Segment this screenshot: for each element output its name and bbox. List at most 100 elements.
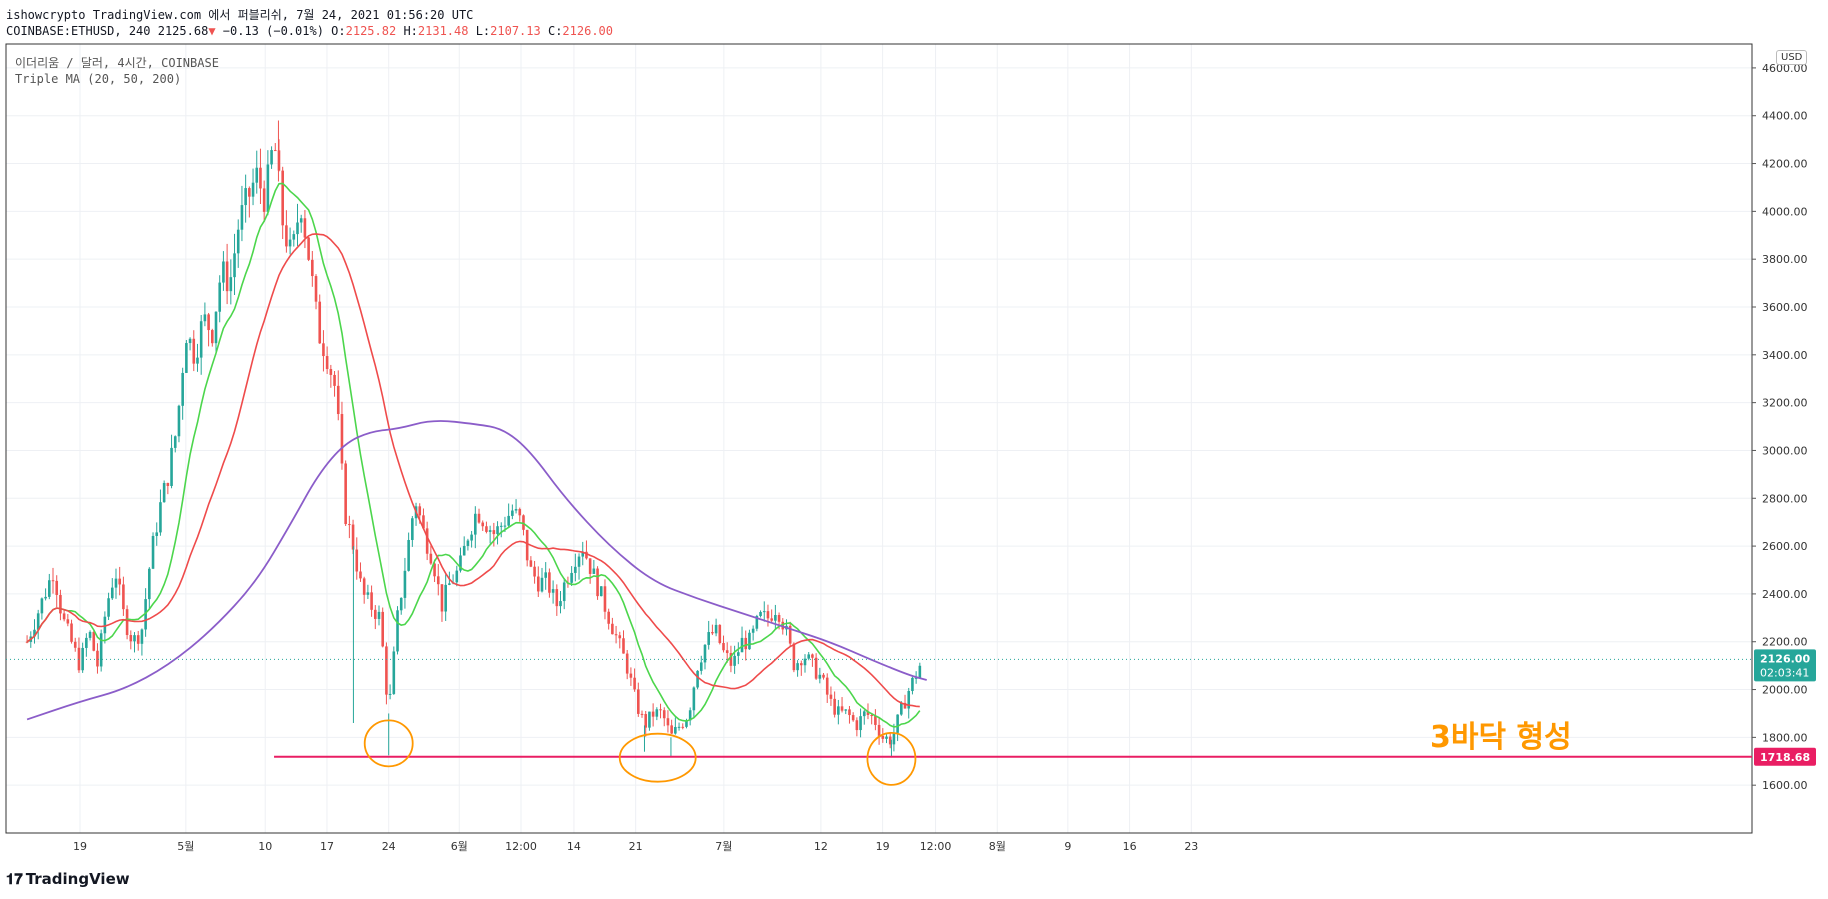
candle-body bbox=[607, 611, 610, 624]
axis-ticks: 4600.00 4400.00 4200.00 4000.00 3800.00 3600.… bbox=[73, 62, 1808, 853]
candle-body bbox=[633, 677, 636, 690]
candle-body bbox=[877, 724, 881, 736]
candle-body bbox=[429, 553, 433, 564]
candle-body bbox=[270, 150, 273, 165]
candle-body bbox=[244, 188, 247, 206]
price-tick-label: 1600.00 bbox=[1762, 779, 1808, 792]
candle-body bbox=[411, 518, 414, 540]
candle-body bbox=[762, 611, 766, 613]
candle-body bbox=[681, 726, 685, 728]
support-price-value: 1718.68 bbox=[1760, 751, 1810, 764]
price-tick-label: 3200.00 bbox=[1762, 397, 1808, 410]
candle-body bbox=[70, 623, 73, 642]
candle-body bbox=[425, 528, 429, 554]
candle-body bbox=[348, 524, 351, 526]
candle-body bbox=[618, 635, 622, 639]
candle-body bbox=[251, 182, 255, 197]
indicator-legend[interactable]: Triple MA (20, 50, 200) bbox=[15, 72, 182, 86]
candle-body bbox=[240, 205, 244, 230]
candle-body bbox=[588, 558, 592, 574]
candle-body bbox=[888, 736, 892, 745]
candle-body bbox=[833, 698, 836, 715]
price-tick-label: 2600.00 bbox=[1762, 540, 1808, 553]
candle-body bbox=[629, 673, 633, 678]
time-tick-label: 17 bbox=[320, 840, 334, 853]
candle-body bbox=[851, 715, 855, 721]
candle-body bbox=[107, 598, 110, 617]
candle-body bbox=[644, 714, 648, 728]
candle-body bbox=[518, 509, 522, 516]
candle-body bbox=[848, 709, 851, 716]
candle-body bbox=[266, 164, 270, 212]
candle-body bbox=[314, 276, 318, 302]
candle-body bbox=[792, 643, 796, 671]
time-tick-label: 12 bbox=[814, 840, 828, 853]
candle-body bbox=[62, 613, 66, 620]
candle-body bbox=[740, 637, 744, 653]
candle-body bbox=[88, 631, 92, 638]
candle-body bbox=[44, 596, 47, 599]
candle-body bbox=[562, 582, 566, 602]
candle-body bbox=[511, 510, 514, 516]
candle-body bbox=[840, 706, 844, 711]
candle-body bbox=[311, 259, 314, 277]
candle-body bbox=[900, 702, 903, 715]
candle-body bbox=[151, 535, 155, 569]
time-tick-label: 21 bbox=[629, 840, 643, 853]
last-price-value: 2126.00 bbox=[1760, 652, 1810, 665]
candle-body bbox=[255, 167, 259, 183]
candle-body bbox=[662, 710, 666, 719]
candle-body bbox=[333, 374, 336, 386]
candle-body bbox=[166, 482, 170, 486]
candle-body bbox=[477, 513, 481, 523]
candle-body bbox=[829, 694, 833, 699]
candle-body bbox=[359, 571, 362, 579]
price-tick-label: 2200.00 bbox=[1762, 636, 1808, 649]
candle-body bbox=[440, 584, 444, 612]
price-tick-label: 2400.00 bbox=[1762, 588, 1808, 601]
candle-body bbox=[110, 587, 114, 599]
candle-body bbox=[36, 613, 40, 630]
candle-body bbox=[744, 637, 748, 650]
candle-body bbox=[885, 736, 888, 739]
candle-body bbox=[688, 710, 692, 721]
candle-body bbox=[214, 311, 218, 344]
candle-body bbox=[844, 709, 848, 711]
price-tick-label: 4400.00 bbox=[1762, 110, 1808, 123]
candle-body bbox=[659, 709, 662, 711]
candle-body bbox=[803, 658, 807, 666]
candle-body bbox=[699, 662, 703, 671]
last-price-badge bbox=[1754, 649, 1816, 682]
candle-body bbox=[770, 618, 773, 621]
candle-body bbox=[903, 702, 907, 709]
candle-body bbox=[99, 633, 103, 667]
candle-body bbox=[381, 611, 385, 647]
tradingview-logo[interactable]: 𝟏𝟕 TradingView bbox=[6, 870, 130, 888]
candle-body bbox=[355, 549, 359, 572]
candle-body bbox=[825, 677, 829, 695]
price-tick-label: 3600.00 bbox=[1762, 301, 1808, 314]
candle-body bbox=[459, 555, 462, 571]
candle-body bbox=[177, 405, 181, 437]
candle-body bbox=[818, 674, 822, 679]
candle-body bbox=[222, 261, 225, 283]
candle-body bbox=[329, 369, 333, 375]
open-label: O: bbox=[331, 24, 346, 38]
candle-body bbox=[203, 314, 207, 322]
candle-body bbox=[336, 385, 340, 415]
time-tick-label: 7월 bbox=[715, 840, 732, 853]
candle-body bbox=[570, 572, 573, 583]
candle-body bbox=[225, 261, 229, 292]
currency-badge[interactable]: USD bbox=[1776, 50, 1808, 65]
candle-body bbox=[862, 711, 866, 717]
candle-body bbox=[307, 237, 310, 260]
candle-body bbox=[388, 693, 392, 695]
candle-body bbox=[766, 611, 770, 619]
candle-body bbox=[285, 225, 288, 247]
candle-body bbox=[896, 714, 899, 733]
candle-body bbox=[96, 650, 99, 667]
candle-body bbox=[648, 711, 651, 728]
candle-body bbox=[118, 578, 121, 585]
support-price-badge bbox=[1754, 747, 1816, 766]
